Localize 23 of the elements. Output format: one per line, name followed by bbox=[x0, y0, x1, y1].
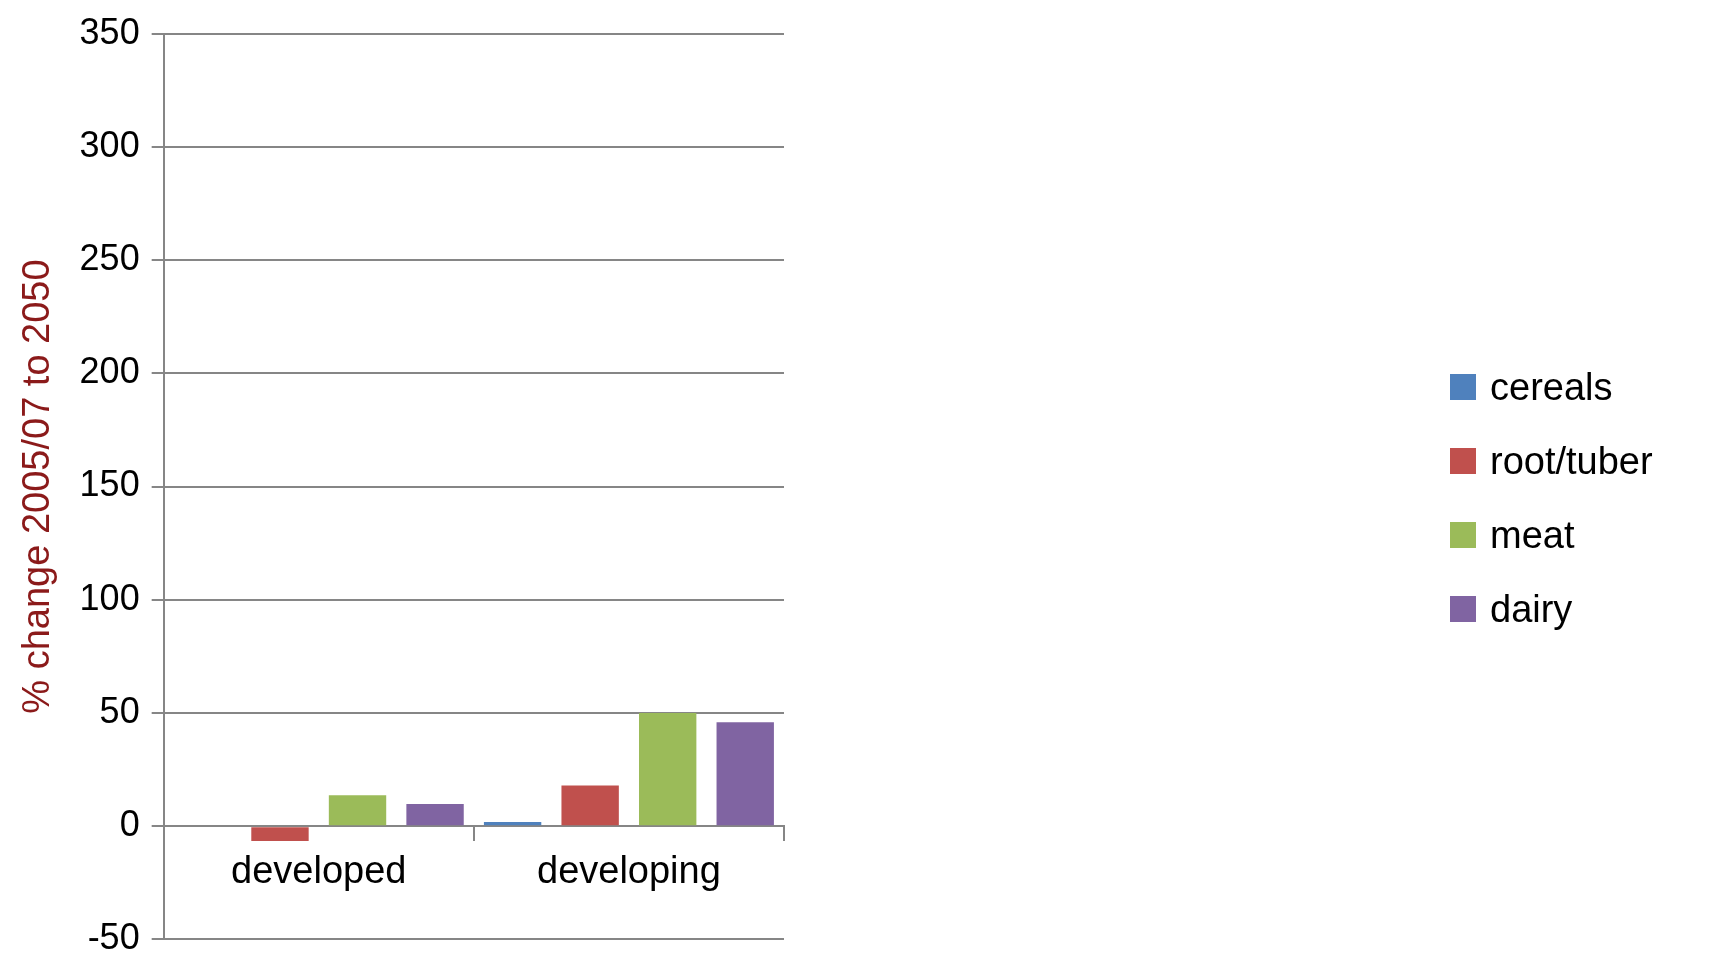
y-axis-title: % change 2005/07 to 2050 bbox=[15, 259, 58, 714]
y-tick-label: 100 bbox=[79, 576, 140, 618]
bar bbox=[483, 822, 542, 826]
y-tick-label: 0 bbox=[119, 803, 140, 845]
bar bbox=[328, 795, 387, 826]
bar bbox=[251, 827, 309, 841]
y-tick-label: 300 bbox=[79, 123, 140, 165]
bar bbox=[561, 785, 619, 826]
y-tick-label: 200 bbox=[79, 350, 140, 392]
y-tick-label: 150 bbox=[79, 463, 140, 505]
legend-label: root/tuber bbox=[1490, 439, 1653, 483]
x-tick-label: developed bbox=[231, 849, 407, 892]
y-tick-label: -50 bbox=[87, 916, 140, 958]
y-tick-label: 350 bbox=[79, 10, 140, 52]
y-tick-label: 50 bbox=[99, 689, 140, 731]
legend-label: cereals bbox=[1490, 365, 1613, 409]
y-tick-label: 250 bbox=[79, 236, 140, 278]
x-tick-label: developing bbox=[537, 849, 721, 892]
legend-label: dairy bbox=[1490, 587, 1573, 631]
bar bbox=[639, 712, 697, 826]
bar bbox=[406, 803, 464, 826]
bar bbox=[716, 722, 774, 826]
legend-label: meat bbox=[1490, 513, 1575, 557]
